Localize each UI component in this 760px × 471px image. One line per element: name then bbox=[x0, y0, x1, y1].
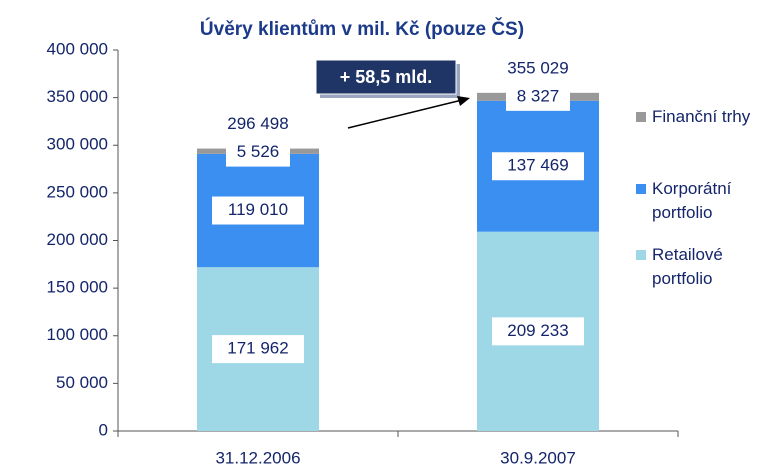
y-tick-label: 0 bbox=[99, 420, 108, 439]
y-tick-label: 50 000 bbox=[56, 373, 108, 392]
value-label: 171 962 bbox=[227, 339, 288, 358]
legend-swatch bbox=[636, 112, 646, 122]
y-tick-label: 200 000 bbox=[47, 230, 108, 249]
annotation: + 58,5 mld. bbox=[340, 67, 433, 87]
legend-label: Retailové portfolio bbox=[652, 245, 723, 288]
value-label: 119 010 bbox=[228, 200, 288, 219]
arrow bbox=[347, 99, 463, 129]
value-label: 209 233 bbox=[507, 321, 568, 340]
total-label: 296 498 bbox=[227, 114, 288, 133]
chart-title: Úvěry klientům v mil. Kč (pouze ČS) bbox=[200, 18, 524, 40]
label-box bbox=[506, 82, 570, 111]
label-box bbox=[492, 317, 584, 346]
label-box bbox=[226, 138, 290, 167]
legend-swatch bbox=[636, 184, 646, 194]
legend-swatch bbox=[636, 250, 646, 260]
total-label: 355 029 bbox=[507, 58, 568, 77]
label-box bbox=[212, 196, 304, 225]
legend-label: Finanční trhy bbox=[652, 107, 751, 126]
label-box bbox=[492, 152, 584, 181]
label-box bbox=[212, 335, 304, 364]
y-tick-label: 100 000 bbox=[47, 325, 108, 344]
y-tick-label: 250 000 bbox=[47, 182, 108, 201]
annotation-box bbox=[315, 59, 457, 95]
y-tick-label: 150 000 bbox=[47, 278, 108, 297]
legend-label: Korporátní portfolio bbox=[652, 179, 732, 222]
y-tick-label: 300 000 bbox=[47, 135, 108, 154]
x-tick-label: 31.12.2006 bbox=[215, 448, 300, 467]
value-label: 137 469 bbox=[507, 156, 568, 175]
value-label: 8 327 bbox=[517, 86, 560, 105]
x-tick-label: 30.9.2007 bbox=[500, 448, 576, 467]
y-tick-label: 400 000 bbox=[47, 39, 108, 58]
value-label: 5 526 bbox=[237, 142, 280, 161]
arrow-head bbox=[457, 96, 470, 106]
y-tick-label: 350 000 bbox=[47, 87, 108, 106]
